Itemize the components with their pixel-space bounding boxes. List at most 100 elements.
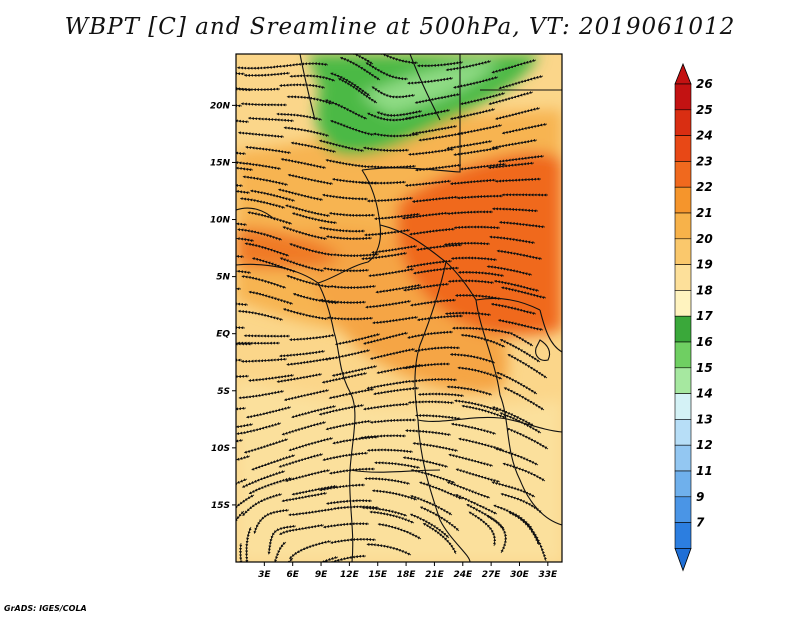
streamline — [446, 385, 493, 396]
streamline — [281, 420, 327, 436]
streamline — [410, 377, 458, 383]
streamline — [371, 489, 418, 501]
streamline — [319, 483, 365, 492]
streamline — [369, 510, 415, 524]
colorbar-swatch — [674, 161, 692, 188]
colorbar-swatch — [674, 135, 692, 162]
streamline — [236, 422, 282, 436]
streamline — [240, 357, 288, 363]
streamline — [456, 123, 503, 136]
streamline — [288, 436, 334, 452]
streamline — [366, 542, 412, 556]
streamline — [411, 195, 459, 203]
streamline — [488, 90, 534, 105]
streamline — [276, 372, 323, 383]
streamline — [289, 243, 335, 257]
colorbar-label: 19 — [696, 258, 713, 272]
colorbar-label: 24 — [696, 129, 713, 143]
streamline — [497, 319, 544, 332]
streamline — [280, 158, 327, 170]
streamline — [236, 406, 247, 411]
lon-tick-label: 33E — [538, 570, 558, 580]
streamline — [247, 211, 293, 225]
streamline — [506, 427, 549, 450]
streamline — [329, 284, 377, 290]
streamline — [330, 537, 377, 544]
streamline — [444, 311, 492, 317]
streamline — [279, 257, 325, 273]
streamline — [371, 244, 418, 254]
streamline — [283, 388, 330, 402]
streamline — [253, 508, 290, 535]
streamline — [244, 242, 290, 257]
streamline — [236, 478, 248, 486]
streamline — [236, 374, 250, 379]
streamline — [402, 456, 449, 468]
streamline — [405, 429, 452, 437]
streamline — [319, 298, 367, 305]
streamline — [322, 193, 368, 201]
streamline — [289, 333, 336, 342]
streamline — [372, 315, 419, 325]
streamline — [500, 286, 547, 300]
colorbar-label: 22 — [696, 180, 713, 194]
colorbar-label: 14 — [696, 387, 713, 401]
streamline — [448, 453, 494, 468]
streamline — [278, 452, 324, 468]
lon-tick-label: 3E — [258, 570, 271, 580]
streamline — [330, 120, 375, 137]
colorbar-swatch — [674, 315, 692, 343]
streamline — [245, 526, 252, 562]
streamline — [239, 197, 286, 209]
lon-tick-label: 6E — [286, 570, 299, 580]
streamline — [328, 387, 375, 400]
colorbar-label: 26 — [696, 77, 713, 91]
streamline — [236, 254, 245, 259]
streamline — [243, 438, 289, 454]
streamline — [236, 64, 284, 70]
streamline — [236, 455, 251, 463]
colorbar: 26 25 24 23 22 21 20 19 18 17 16 15 14 13 12 11 9 7 — [674, 62, 713, 572]
colorbar-swatch — [674, 470, 692, 498]
streamline — [488, 161, 535, 170]
streamline — [337, 78, 378, 104]
streamline — [237, 228, 283, 241]
streamline — [498, 74, 544, 90]
colorbar-swatch — [674, 393, 692, 420]
streamline — [325, 158, 372, 169]
streamline — [322, 522, 370, 529]
streamline — [236, 183, 244, 188]
lat-tick-label: EQ — [216, 330, 230, 340]
streamline — [371, 86, 416, 99]
streamline — [414, 414, 462, 421]
streamline — [286, 274, 332, 289]
colorbar-bottom-arrow — [674, 548, 692, 572]
streamline — [236, 302, 249, 307]
streamline — [248, 290, 294, 305]
axes: 20N 15N 10N 5N EQ 5S 10S 15S 3E 6E 9E 12E 15E 18E 21E 2… — [210, 101, 558, 580]
country-borders — [236, 54, 562, 562]
lat-tick-label: 20N — [210, 101, 231, 111]
streamline — [285, 468, 331, 482]
streamline — [281, 62, 329, 68]
streamline — [491, 138, 538, 149]
lon-tick-label: 15E — [368, 570, 388, 580]
streamline — [489, 235, 536, 245]
streamline — [322, 451, 369, 462]
streamline — [242, 492, 283, 517]
streamline — [326, 316, 374, 321]
streamline — [281, 491, 328, 503]
credit-text: GrADS: IGES/COLA — [4, 604, 87, 613]
streamline — [413, 346, 461, 353]
streamline — [402, 211, 449, 220]
streamlines — [236, 54, 549, 562]
colorbar-label: 23 — [696, 154, 713, 168]
lon-tick-label: 30E — [510, 570, 530, 580]
streamline — [407, 330, 454, 339]
map-frame — [235, 53, 563, 563]
streamline — [282, 226, 328, 241]
lon-tick-label: 24E — [453, 570, 473, 580]
streamline — [491, 207, 539, 213]
streamline — [373, 132, 420, 138]
streamline — [237, 309, 284, 322]
